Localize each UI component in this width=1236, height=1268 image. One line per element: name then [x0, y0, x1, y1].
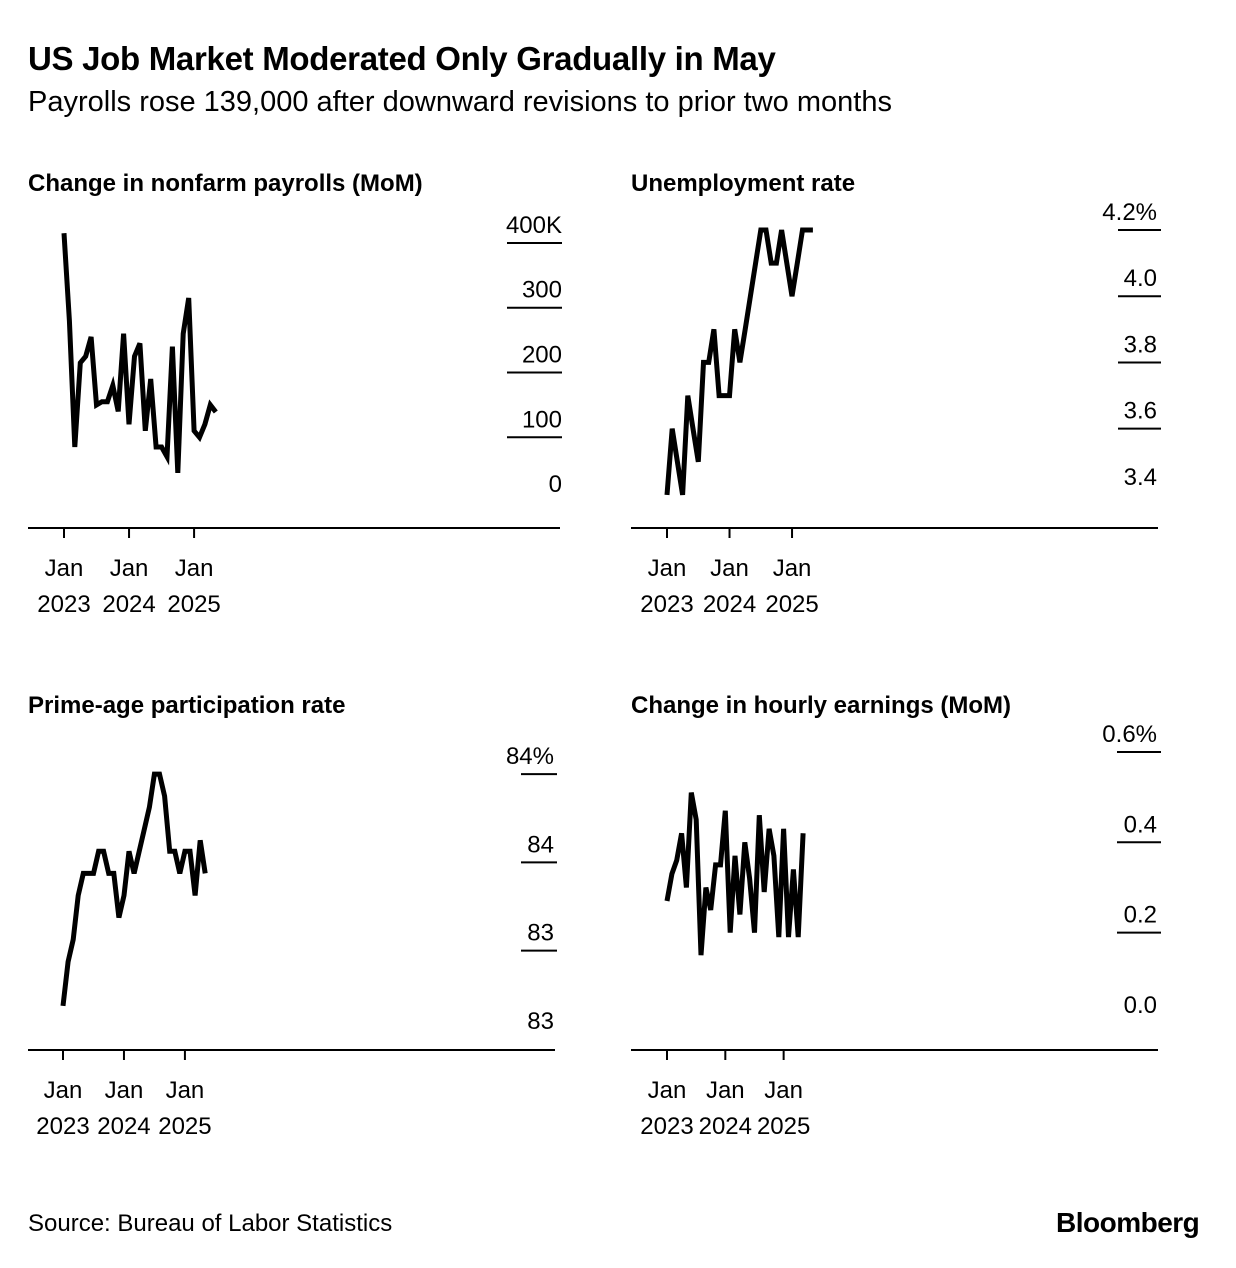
- y-tick-label: 84: [527, 831, 554, 858]
- y-tick-label: 3.8: [1124, 331, 1157, 358]
- chart-nonfarm-payrolls: Change in nonfarm payrolls (MoM) 0 100 200…: [28, 170, 628, 640]
- chart-plot: 0.0 0.2 0.4 0.6% Jan 2023 Jan 2024 Jan 2025: [631, 721, 1161, 1140]
- y-tick-label: 300: [522, 277, 562, 304]
- x-tick-label-month: Jan: [773, 555, 812, 582]
- y-tick-label: 4.0: [1124, 265, 1157, 292]
- chart-plot: 83 83 84 84% Jan 2023 Jan 2024 Jan 2025: [28, 743, 557, 1140]
- x-tick-label-month: Jan: [110, 555, 149, 582]
- y-tick-label: 83: [527, 1008, 554, 1035]
- series-line: [664, 792, 806, 956]
- x-tick-label-month: Jan: [175, 555, 214, 582]
- x-tick-label-year: 2024: [102, 591, 155, 618]
- source-note: Source: Bureau of Labor Statistics: [28, 1210, 393, 1237]
- x-tick-label-month: Jan: [648, 555, 687, 582]
- page-subtitle: Payrolls rose 139,000 after downward rev…: [28, 86, 892, 118]
- bloomberg-logo: Bloomberg: [1056, 1207, 1200, 1238]
- chart-title: Change in nonfarm payrolls (MoM): [28, 170, 423, 197]
- y-tick-label: 3.6: [1124, 398, 1157, 425]
- y-tick-label: 0.0: [1124, 992, 1157, 1019]
- x-tick-label-month: Jan: [166, 1077, 205, 1104]
- chart-title: Change in hourly earnings (MoM): [631, 692, 1012, 719]
- chart-plot: 0 100 200 300 400K Jan 2023 Jan 2024 Jan 2025: [28, 212, 562, 618]
- x-tick-label-month: Jan: [44, 1077, 83, 1104]
- x-tick-label-month: Jan: [105, 1077, 144, 1104]
- x-tick-label-year: 2024: [699, 1113, 752, 1140]
- y-tick-label: 200: [522, 342, 562, 369]
- x-tick-label-year: 2023: [640, 1113, 693, 1140]
- y-tick-label: 0.6%: [1102, 721, 1157, 748]
- y-tick-label: 0.2: [1124, 902, 1157, 929]
- x-tick-label-month: Jan: [706, 1077, 745, 1104]
- chart-hourly-earnings: Change in hourly earnings (MoM) 0.0 0.2 0.…: [631, 692, 1231, 1162]
- x-tick-label-year: 2023: [37, 591, 90, 618]
- x-tick-label-year: 2023: [640, 591, 693, 618]
- chart-prime-age-participation: Prime-age participation rate 83 83 84 84% Ja…: [28, 692, 628, 1162]
- x-tick-label-year: 2024: [703, 591, 756, 618]
- chart-unemployment-rate: Unemployment rate 3.4 3.6 3.8 4.0 4.2% Jan 202…: [631, 170, 1231, 640]
- y-tick-label: 0: [549, 471, 562, 498]
- y-tick-label: 84%: [506, 743, 554, 770]
- x-tick-label-year: 2025: [167, 591, 220, 618]
- y-tick-label: 3.4: [1124, 464, 1157, 491]
- x-tick-label-year: 2023: [36, 1113, 89, 1140]
- series-line: [61, 233, 218, 474]
- y-tick-label: 83: [527, 920, 554, 947]
- chart-title: Prime-age participation rate: [28, 692, 346, 719]
- x-tick-label-month: Jan: [648, 1077, 687, 1104]
- y-tick-label: 100: [522, 406, 562, 433]
- chart-plot: 3.4 3.6 3.8 4.0 4.2% Jan 2023 Jan 2024 Jan 2025: [631, 199, 1161, 618]
- y-tick-label: 4.2%: [1102, 199, 1157, 226]
- x-tick-label-month: Jan: [45, 555, 84, 582]
- x-tick-label-month: Jan: [710, 555, 749, 582]
- x-tick-label-year: 2024: [97, 1113, 150, 1140]
- chart-title: Unemployment rate: [631, 170, 856, 197]
- x-tick-label-year: 2025: [158, 1113, 211, 1140]
- series-line: [60, 771, 208, 1007]
- y-tick-label: 400K: [506, 212, 562, 239]
- page-title: US Job Market Moderated Only Gradually i…: [28, 40, 776, 77]
- x-tick-label-year: 2025: [757, 1113, 810, 1140]
- y-tick-label: 0.4: [1124, 811, 1157, 838]
- x-tick-label-month: Jan: [764, 1077, 803, 1104]
- series-line: [664, 227, 813, 496]
- x-tick-label-year: 2025: [765, 591, 818, 618]
